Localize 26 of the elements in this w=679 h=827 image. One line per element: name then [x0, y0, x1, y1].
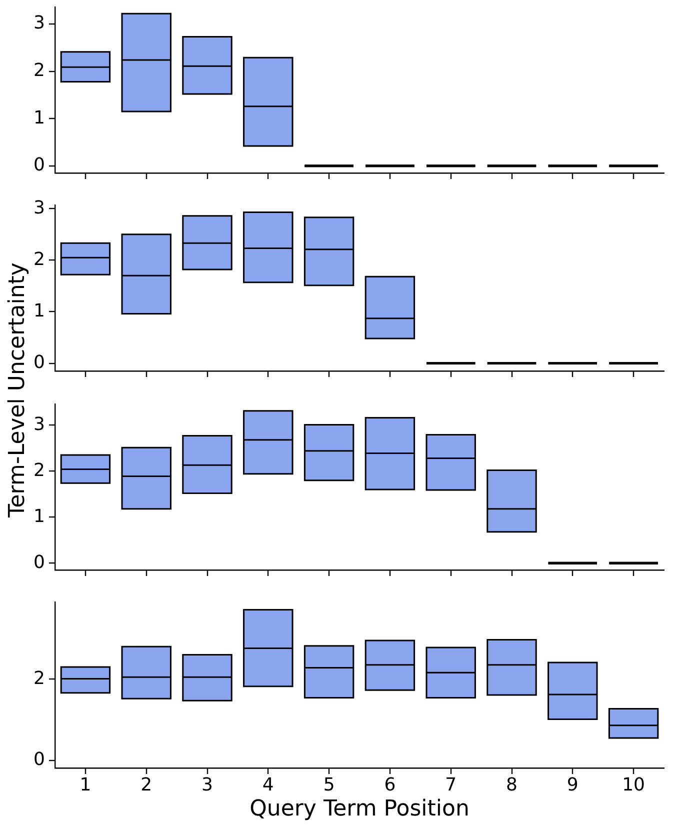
x-axis-title: Query Term Position: [250, 796, 470, 822]
x-tick-label: 4: [262, 774, 274, 796]
y-tick-label: 0: [34, 352, 45, 373]
y-tick-label: 0: [34, 748, 45, 770]
x-tick-label: 8: [506, 774, 518, 796]
y-tick-label: 0: [34, 552, 45, 573]
y-tick-label: 1: [34, 107, 45, 128]
y-tick-label: 2: [34, 460, 45, 481]
y-tick-label: 3: [34, 197, 45, 218]
x-tick-label: 2: [140, 774, 152, 796]
y-tick-label: 2: [34, 668, 45, 689]
x-tick-label: 3: [202, 774, 213, 796]
x-tick-label: 1: [80, 774, 92, 796]
x-tick-label: 6: [384, 774, 396, 796]
x-tick-label: 7: [445, 774, 457, 796]
y-tick-label: 3: [34, 414, 45, 435]
x-tick-label: 10: [622, 774, 646, 796]
y-tick-label: 1: [34, 300, 45, 322]
y-tick-label: 0: [34, 154, 45, 176]
x-tick-label: 5: [323, 774, 335, 796]
y-tick-label: 2: [34, 248, 45, 270]
y-tick-label: 2: [34, 60, 45, 81]
x-tick-label: 9: [566, 774, 578, 796]
y-axis-title: Term-Level Uncertainty: [5, 262, 31, 518]
y-tick-label: 3: [34, 12, 45, 34]
y-tick-label: 1: [34, 506, 45, 527]
